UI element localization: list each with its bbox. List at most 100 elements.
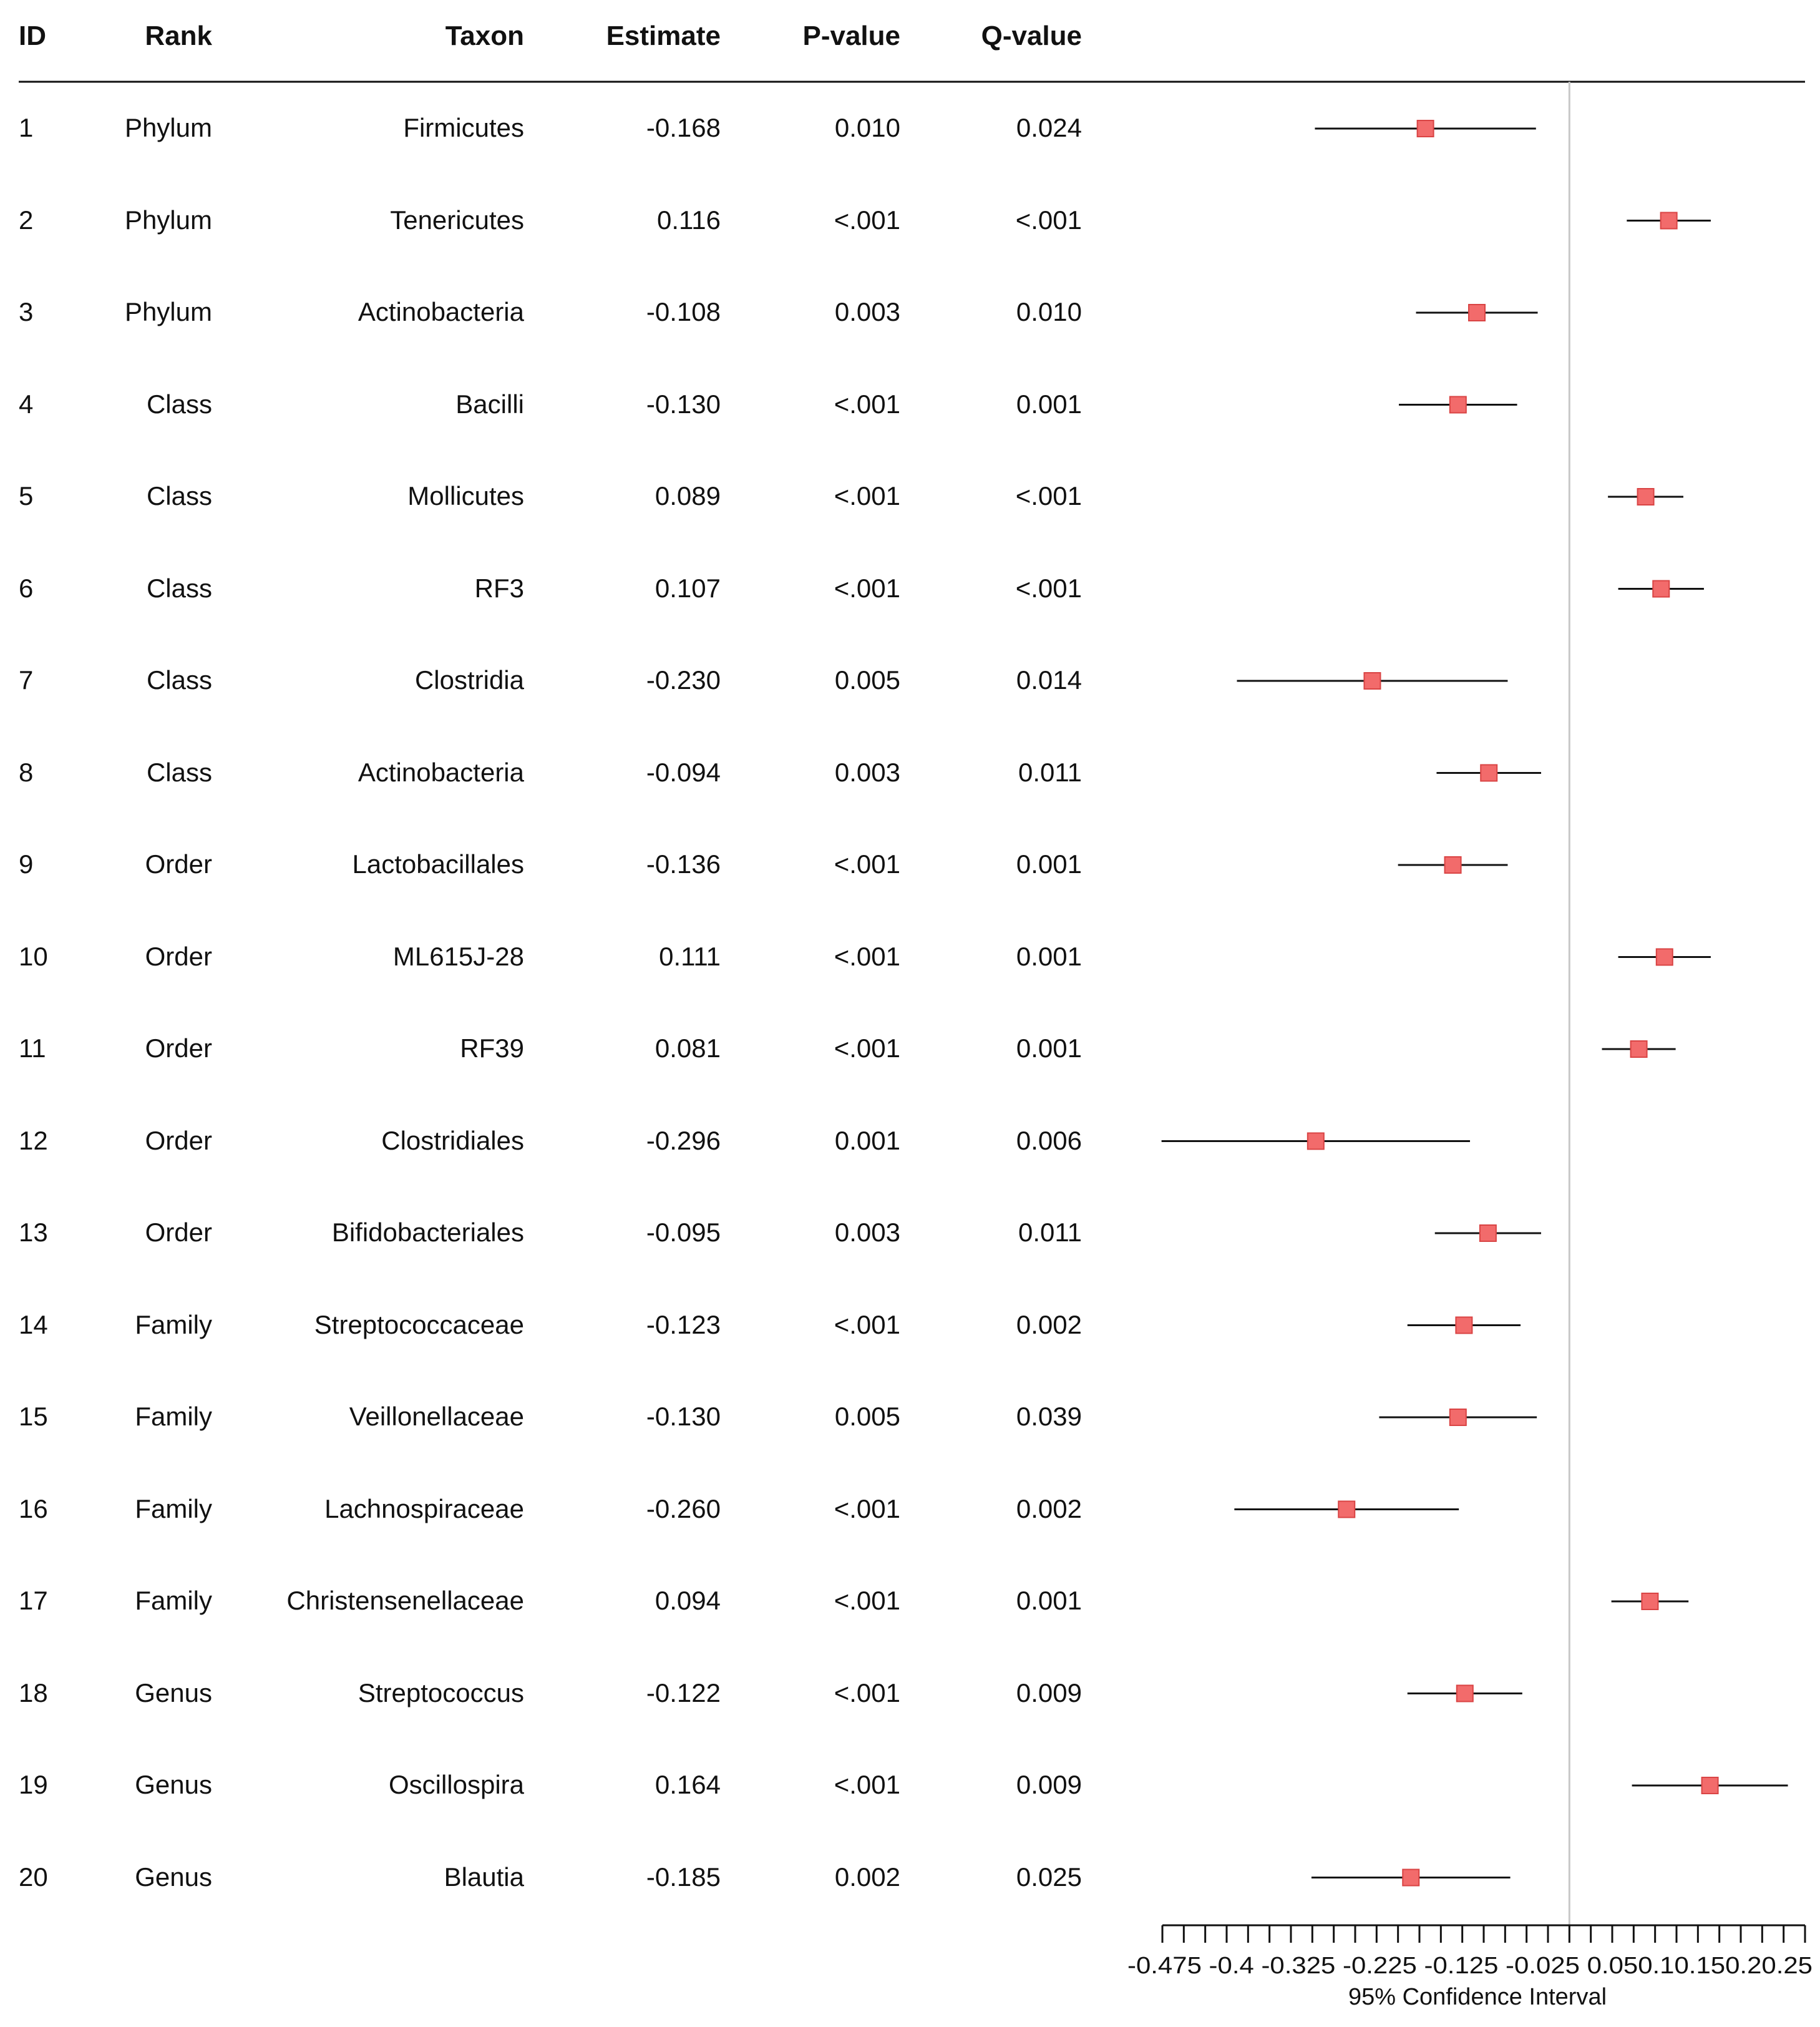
cell-taxon: Bifidobacteriales — [331, 1218, 524, 1247]
cell-taxon: Streptococcaceae — [314, 1309, 524, 1339]
cell-estimate: -0.130 — [646, 389, 721, 419]
cell-rank: Phylum — [124, 297, 212, 326]
cell-id: 8 — [19, 757, 34, 787]
cell-estimate: 0.111 — [659, 941, 721, 971]
cell-taxon: Lactobacillales — [352, 849, 524, 879]
estimate-marker — [1637, 488, 1655, 506]
header-rank: Rank — [145, 21, 212, 51]
cell-q-value: 0.001 — [1016, 389, 1082, 419]
cell-q-value: 0.002 — [1016, 1309, 1082, 1339]
cell-taxon: Lachnospiraceae — [324, 1493, 524, 1523]
cell-rank: Family — [135, 1493, 212, 1523]
cell-p-value: 0.003 — [834, 297, 900, 326]
cell-p-value: <.001 — [834, 1678, 900, 1707]
cell-estimate: -0.296 — [646, 1125, 721, 1155]
estimate-marker — [1456, 1684, 1474, 1702]
estimate-marker — [1655, 948, 1673, 966]
cell-id: 14 — [19, 1309, 48, 1339]
cell-p-value: <.001 — [834, 1586, 900, 1615]
header-q-value: Q-value — [981, 21, 1082, 51]
estimate-marker — [1479, 1224, 1497, 1242]
cell-id: 16 — [19, 1493, 48, 1523]
cell-p-value: 0.005 — [834, 1402, 900, 1431]
cell-estimate: -0.260 — [646, 1493, 721, 1523]
cell-id: 12 — [19, 1125, 48, 1155]
cell-id: 4 — [19, 389, 34, 419]
cell-p-value: <.001 — [834, 849, 900, 879]
cell-p-value: <.001 — [834, 573, 900, 603]
cell-q-value: 0.011 — [1018, 1218, 1082, 1247]
cell-id: 5 — [19, 481, 34, 510]
cell-id: 13 — [19, 1218, 48, 1247]
estimate-marker — [1449, 1409, 1467, 1426]
cell-id: 10 — [19, 941, 48, 971]
cell-taxon: Christensenellaceae — [286, 1586, 524, 1615]
cell-rank: Genus — [135, 1862, 212, 1892]
cell-estimate: 0.164 — [655, 1770, 721, 1799]
cell-estimate: -0.094 — [646, 757, 721, 787]
cell-estimate: -0.185 — [646, 1862, 721, 1892]
estimate-marker — [1468, 304, 1486, 321]
cell-q-value: 0.011 — [1018, 757, 1082, 787]
cell-p-value: 0.003 — [834, 1218, 900, 1247]
cell-id: 6 — [19, 573, 34, 603]
cell-rank: Class — [146, 665, 212, 695]
x-axis: -0.475 -0.4 -0.325 -0.225 -0.125 -0.025 … — [1127, 1924, 1813, 1979]
estimate-marker — [1660, 212, 1678, 230]
cell-taxon: Actinobacteria — [358, 297, 524, 326]
cell-rank: Class — [146, 757, 212, 787]
cell-q-value: 0.001 — [1016, 941, 1082, 971]
estimate-marker — [1455, 1316, 1473, 1334]
cell-rank: Family — [135, 1586, 212, 1615]
cell-id: 1 — [19, 113, 34, 142]
cell-rank: Order — [145, 1125, 212, 1155]
cell-p-value: <.001 — [834, 389, 900, 419]
cell-taxon: Clostridiales — [381, 1125, 524, 1155]
cell-id: 7 — [19, 665, 34, 695]
header-id: ID — [19, 21, 46, 51]
cell-estimate: -0.108 — [646, 297, 721, 326]
cell-q-value: 0.001 — [1016, 1586, 1082, 1615]
cell-p-value: 0.002 — [834, 1862, 900, 1892]
cell-rank: Class — [146, 389, 212, 419]
cell-q-value: 0.014 — [1016, 665, 1082, 695]
cell-rank: Order — [145, 1218, 212, 1247]
header-taxon: Taxon — [445, 21, 524, 51]
cell-estimate: 0.116 — [657, 205, 721, 235]
cell-estimate: -0.136 — [646, 849, 721, 879]
cell-id: 9 — [19, 849, 34, 879]
estimate-marker — [1416, 120, 1434, 137]
cell-taxon: Clostridia — [414, 665, 524, 695]
cell-id: 3 — [19, 297, 34, 326]
cell-id: 11 — [19, 1033, 46, 1063]
cell-id: 18 — [19, 1678, 48, 1707]
cell-id: 15 — [19, 1402, 48, 1431]
cell-estimate: -0.123 — [646, 1309, 721, 1339]
cell-estimate: -0.230 — [646, 665, 721, 695]
cell-rank: Genus — [135, 1770, 212, 1799]
cell-rank: Family — [135, 1309, 212, 1339]
estimate-marker — [1641, 1593, 1659, 1610]
cell-taxon: Blautia — [444, 1862, 524, 1892]
estimate-marker — [1449, 396, 1467, 414]
estimate-marker — [1652, 580, 1670, 598]
cell-estimate: 0.081 — [655, 1033, 721, 1063]
cell-taxon: Veillonellaceae — [349, 1402, 524, 1431]
cell-rank: Order — [145, 1033, 212, 1063]
cell-q-value: <.001 — [1015, 481, 1082, 510]
cell-id: 2 — [19, 205, 34, 235]
cell-q-value: 0.039 — [1016, 1402, 1082, 1431]
cell-taxon: RF39 — [460, 1033, 524, 1063]
estimate-marker — [1480, 764, 1498, 782]
cell-taxon: Tenericutes — [390, 205, 524, 235]
estimate-marker — [1701, 1777, 1719, 1794]
cell-rank: Class — [146, 573, 212, 603]
cell-id: 19 — [19, 1770, 48, 1799]
cell-id: 17 — [19, 1586, 48, 1615]
cell-p-value: 0.005 — [834, 665, 900, 695]
cell-taxon: Streptococcus — [358, 1678, 524, 1707]
cell-q-value: 0.009 — [1016, 1678, 1082, 1707]
cell-q-value: <.001 — [1015, 573, 1082, 603]
cell-rank: Class — [146, 481, 212, 510]
cell-q-value: 0.010 — [1016, 297, 1082, 326]
